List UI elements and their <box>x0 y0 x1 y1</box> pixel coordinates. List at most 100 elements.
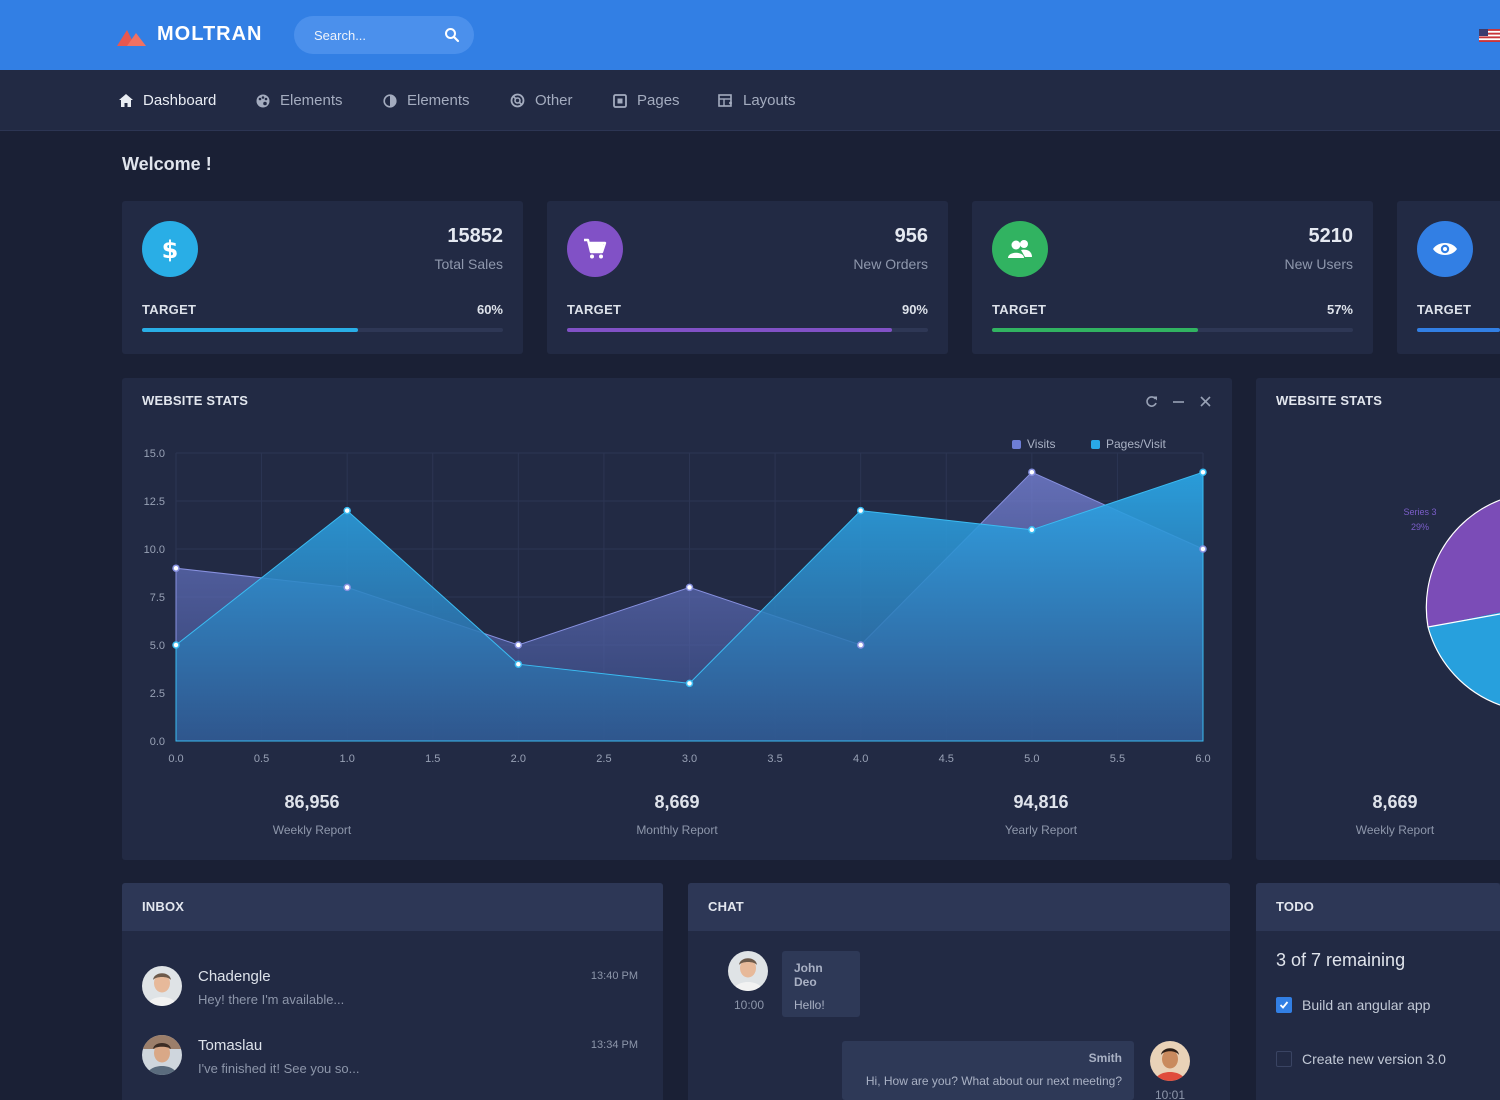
stat-icon-circle: $ <box>142 221 198 277</box>
stat-icon-circle <box>567 221 623 277</box>
pie-outline <box>1425 499 1500 628</box>
data-point <box>856 641 865 649</box>
nav-item-elements-2[interactable]: Elements <box>383 70 470 131</box>
nav-item-other[interactable]: Other <box>510 70 573 131</box>
y-tick-label: 7.5 <box>150 592 165 604</box>
stat-label: Total Sales <box>434 256 503 272</box>
website-stats-panel: WEBSITE STATS Visits Pages/Visit 0.0 0.5 1… <box>122 378 1232 860</box>
y-tick-label: 5.0 <box>150 640 165 652</box>
x-tick-label: 2.5 <box>596 753 611 765</box>
x-tick-label: 5.0 <box>1024 753 1039 765</box>
contrast-icon <box>383 93 397 108</box>
target-percent: 60% <box>476 302 503 317</box>
eye-icon <box>1433 243 1457 255</box>
data-point <box>514 660 523 668</box>
y-tick-label: 12.5 <box>144 496 165 508</box>
search-input[interactable] <box>294 16 474 54</box>
search-box <box>294 16 474 54</box>
minimize-icon[interactable] <box>1172 395 1185 413</box>
nav-label: Elements <box>280 92 343 109</box>
target-label: TARGET <box>142 302 197 317</box>
summary-value: 8,669 <box>1372 792 1418 812</box>
nav-item-dashboard[interactable]: Dashboard <box>119 70 216 131</box>
data-point <box>172 564 180 572</box>
refresh-icon[interactable] <box>1145 395 1158 413</box>
legend-swatch <box>1012 439 1021 449</box>
avatar <box>1150 1041 1190 1081</box>
summary-monthly: 8,669 Monthly Report <box>597 792 757 837</box>
close-icon[interactable] <box>1199 395 1212 413</box>
chat-bubble: John Deo Hello! <box>782 951 860 1017</box>
x-tick-label: 6.0 <box>1195 753 1210 765</box>
legend-label: Pages/Visit <box>1106 437 1166 451</box>
summary-label: Monthly Report <box>636 823 718 837</box>
avatar <box>142 966 182 1006</box>
panel-header: INBOX <box>122 883 663 931</box>
summary-value: 8,669 <box>654 792 700 812</box>
progress-track <box>992 328 1353 332</box>
x-tick-label: 4.5 <box>939 753 954 765</box>
chat-text: Hello! <box>794 998 825 1012</box>
nav-label: Layouts <box>743 92 796 109</box>
main-nav: Dashboard Elements Elements Other Pages … <box>0 70 1500 131</box>
users-icon <box>1008 240 1032 258</box>
nav-item-layouts[interactable]: Layouts <box>718 70 796 131</box>
summary-value: 94,816 <box>1013 792 1069 812</box>
progress-fill <box>992 328 1198 332</box>
list-item[interactable]: Tomaslau I've finished it! See you so...… <box>142 1035 638 1079</box>
nav-item-pages[interactable]: Pages <box>613 70 680 131</box>
panel-title: TODO <box>1276 899 1315 914</box>
legend-visits[interactable]: Visits <box>1012 437 1055 451</box>
stat-card-views: TARGET <box>1397 201 1500 354</box>
brand[interactable]: MOLTRAN <box>117 23 263 46</box>
us-flag-icon[interactable] <box>1479 29 1500 42</box>
pie-chart: Series 3 29% <box>1403 499 1500 706</box>
progress-track <box>142 328 503 332</box>
x-tick-label: 2.0 <box>511 753 526 765</box>
stat-card-total-sales: $ 15852 Total Sales TARGET 60% <box>122 201 523 354</box>
legend-label: Visits <box>1027 437 1056 451</box>
list-item[interactable]: Chadengle Hey! there I'm available... 13… <box>142 966 638 1010</box>
todo-panel: TODO 3 of 7 remaining Build an angular a… <box>1256 883 1500 1100</box>
target-percent: 57% <box>1326 302 1353 317</box>
search-icon[interactable] <box>444 27 460 43</box>
target-label: TARGET <box>1417 302 1472 317</box>
stat-value: 15852 <box>447 225 503 247</box>
panel-header: CHAT <box>688 883 1230 931</box>
target-percent: 90% <box>901 302 928 317</box>
stat-card-new-orders: 956 New Orders TARGET 90% <box>547 201 948 354</box>
check-icon <box>1279 1001 1289 1009</box>
summary-label: Weekly Report <box>1355 823 1435 837</box>
checkbox-checked[interactable] <box>1276 997 1292 1013</box>
summary-weekly: 8,669 Weekly Report <box>1315 792 1475 837</box>
pie-slice-series-3 <box>1426 500 1500 627</box>
y-tick-label: 10.0 <box>144 544 165 556</box>
checkbox[interactable] <box>1276 1051 1292 1067</box>
panel-title: INBOX <box>142 899 185 914</box>
target-label: TARGET <box>567 302 622 317</box>
website-stats-pie-panel: WEBSITE STATS Series 3 29% 8,669 Weekly … <box>1256 378 1500 860</box>
pie-percent: 29% <box>1411 522 1429 532</box>
legend-pages-visit[interactable]: Pages/Visit <box>1091 437 1166 451</box>
nav-item-elements[interactable]: Elements <box>256 70 343 131</box>
svg-text:$: $ <box>162 236 179 262</box>
stat-value: 956 <box>894 225 928 247</box>
summary-yearly: 94,816 Yearly Report <box>961 792 1121 837</box>
cart-icon <box>584 238 607 259</box>
avatar <box>142 1035 182 1075</box>
summary-weekly: 86,956 Weekly Report <box>232 792 392 837</box>
panel-header: TODO <box>1256 883 1500 931</box>
data-point <box>685 583 694 592</box>
nav-label: Elements <box>407 92 470 109</box>
x-tick-label: 1.0 <box>340 753 355 765</box>
panel-title: CHAT <box>708 899 744 914</box>
nav-label: Other <box>535 92 573 109</box>
x-tick-label: 4.0 <box>853 753 868 765</box>
palette-icon <box>256 94 270 107</box>
stat-card-new-users: 5210 New Users TARGET 57% <box>972 201 1373 354</box>
message-preview: Hey! there I'm available... <box>198 992 345 1007</box>
todo-item[interactable]: Create new version 3.0 <box>1276 1051 1446 1067</box>
chat-bubble: Smith Hi, How are you? What about our ne… <box>842 1041 1134 1100</box>
todo-item[interactable]: Build an angular app <box>1276 997 1430 1013</box>
data-point <box>1199 468 1207 476</box>
